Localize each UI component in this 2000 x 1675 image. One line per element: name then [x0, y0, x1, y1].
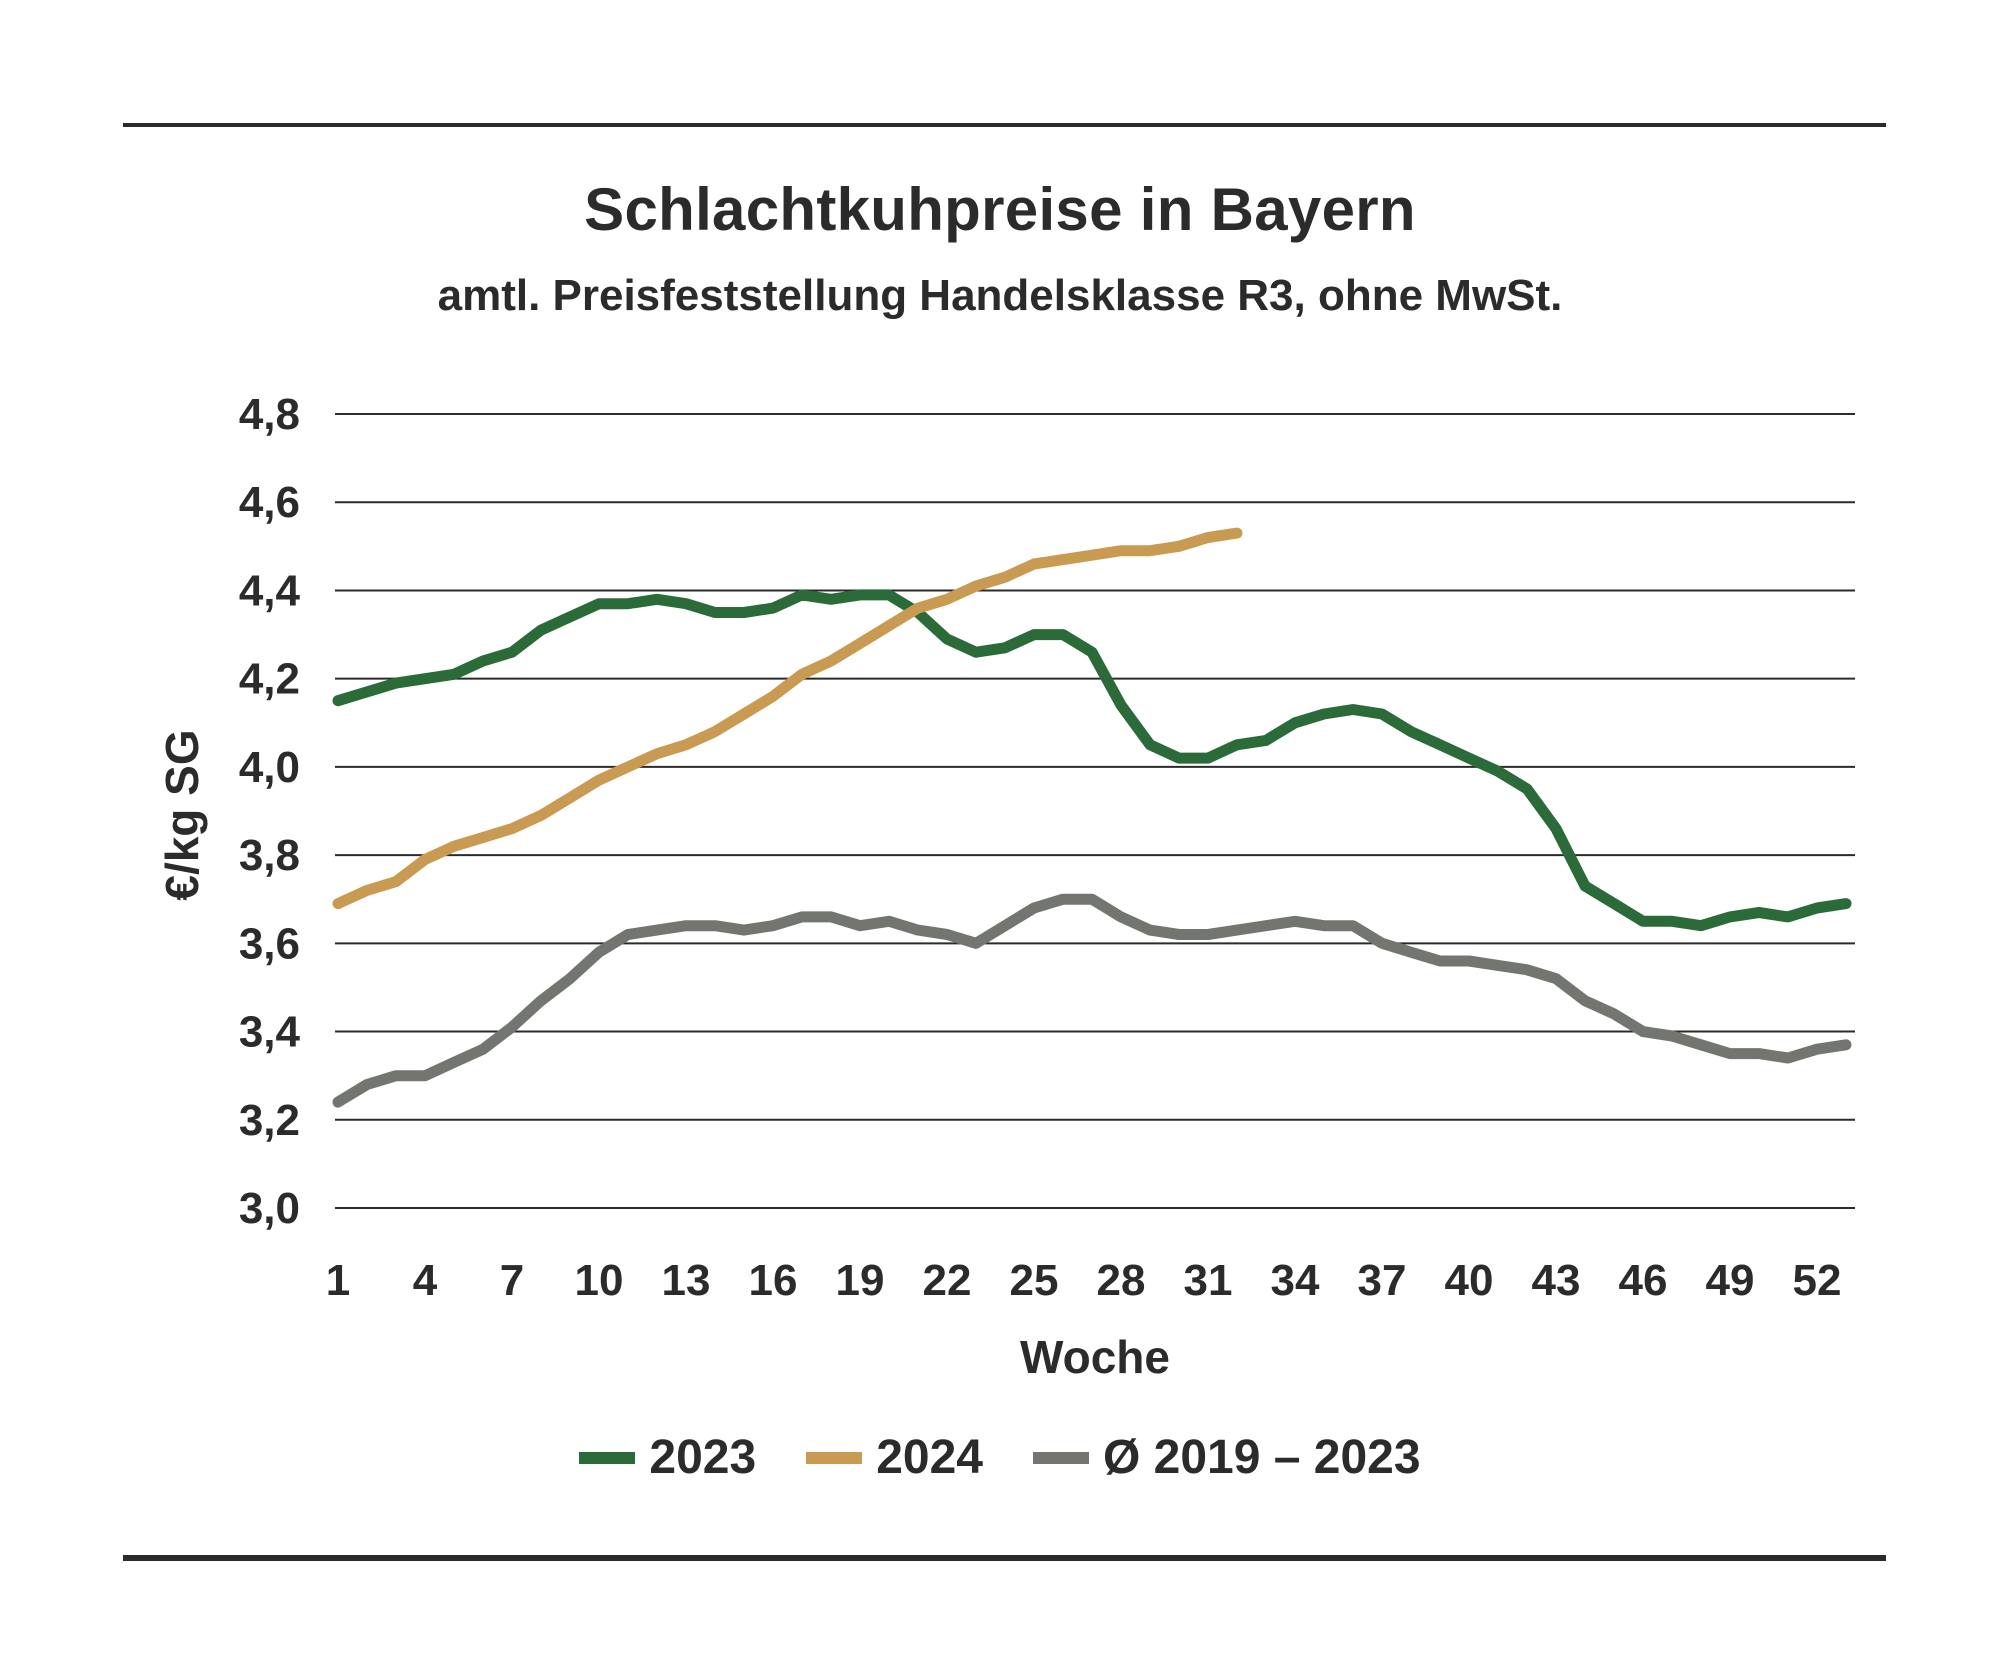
- x-tick-label: 10: [575, 1256, 624, 1305]
- legend-item-average: Ø 2019 – 2023: [1032, 1430, 1421, 1485]
- series-line-2024: [332, 527, 1243, 910]
- grid-lines: [335, 413, 1855, 1209]
- x-tick-label: 19: [836, 1256, 885, 1305]
- legend-swatch-average: [1032, 1451, 1089, 1464]
- top-rule: [123, 123, 1886, 127]
- y-tick-label: 4,2: [239, 655, 300, 704]
- legend: 2023 2024 Ø 2019 – 2023: [0, 1430, 2000, 1485]
- x-axis-ticks: 1 4 7 10 13 16 19 22 25 28 31 34 37 40 43 46 49 52: [326, 1256, 1842, 1305]
- bottom-rule: [123, 1555, 1886, 1561]
- x-tick-label: 22: [923, 1256, 972, 1305]
- y-tick-label: 3,2: [239, 1096, 300, 1145]
- y-tick-label: 3,6: [239, 919, 300, 968]
- y-axis-label: €/kg SG: [156, 729, 208, 900]
- x-tick-label: 49: [1706, 1256, 1755, 1305]
- x-tick-label: 43: [1532, 1256, 1581, 1305]
- legend-label-2023: 2023: [649, 1431, 757, 1484]
- x-tick-label: 1: [326, 1256, 350, 1305]
- x-axis-label: Woche: [1020, 1331, 1170, 1383]
- y-axis-ticks: 3,0 3,2 3,4 3,6 3,8 4,0 4,2 4,4 4,6 4,8: [239, 390, 301, 1233]
- x-tick-label: 52: [1793, 1256, 1842, 1305]
- x-tick-label: 40: [1445, 1256, 1494, 1305]
- legend-swatch-2023: [579, 1451, 636, 1464]
- x-tick-label: 7: [500, 1256, 524, 1305]
- legend-label-average: Ø 2019 – 2023: [1102, 1431, 1421, 1484]
- y-tick-label: 4,4: [239, 566, 301, 615]
- x-tick-label: 25: [1010, 1256, 1059, 1305]
- y-tick-label: 3,0: [239, 1184, 300, 1233]
- x-tick-label: 37: [1358, 1256, 1407, 1305]
- x-tick-label: 16: [749, 1256, 798, 1305]
- x-tick-label: 4: [413, 1256, 438, 1305]
- y-tick-label: 4,8: [239, 390, 300, 439]
- x-tick-label: 34: [1271, 1256, 1320, 1305]
- legend-item-2024: 2024: [806, 1430, 983, 1485]
- x-tick-label: 46: [1619, 1256, 1668, 1305]
- x-tick-label: 31: [1184, 1256, 1233, 1305]
- chart-title: Schlachtkuhpreise in Bayern: [584, 176, 1416, 243]
- y-tick-label: 3,4: [239, 1008, 301, 1057]
- series-lines: [332, 527, 1852, 1108]
- series-line-2023: [332, 589, 1852, 932]
- y-tick-label: 3,8: [239, 831, 300, 880]
- legend-item-2023: 2023: [579, 1430, 756, 1485]
- x-tick-label: 28: [1097, 1256, 1146, 1305]
- x-tick-label: 13: [662, 1256, 711, 1305]
- y-tick-label: 4,6: [239, 478, 300, 527]
- series-line-average: [332, 893, 1852, 1108]
- legend-label-2024: 2024: [876, 1431, 983, 1484]
- chart-subtitle: amtl. Preisfeststellung Handelsklasse R3…: [437, 271, 1563, 320]
- legend-swatch-2024: [806, 1451, 863, 1464]
- y-tick-label: 4,0: [239, 743, 300, 792]
